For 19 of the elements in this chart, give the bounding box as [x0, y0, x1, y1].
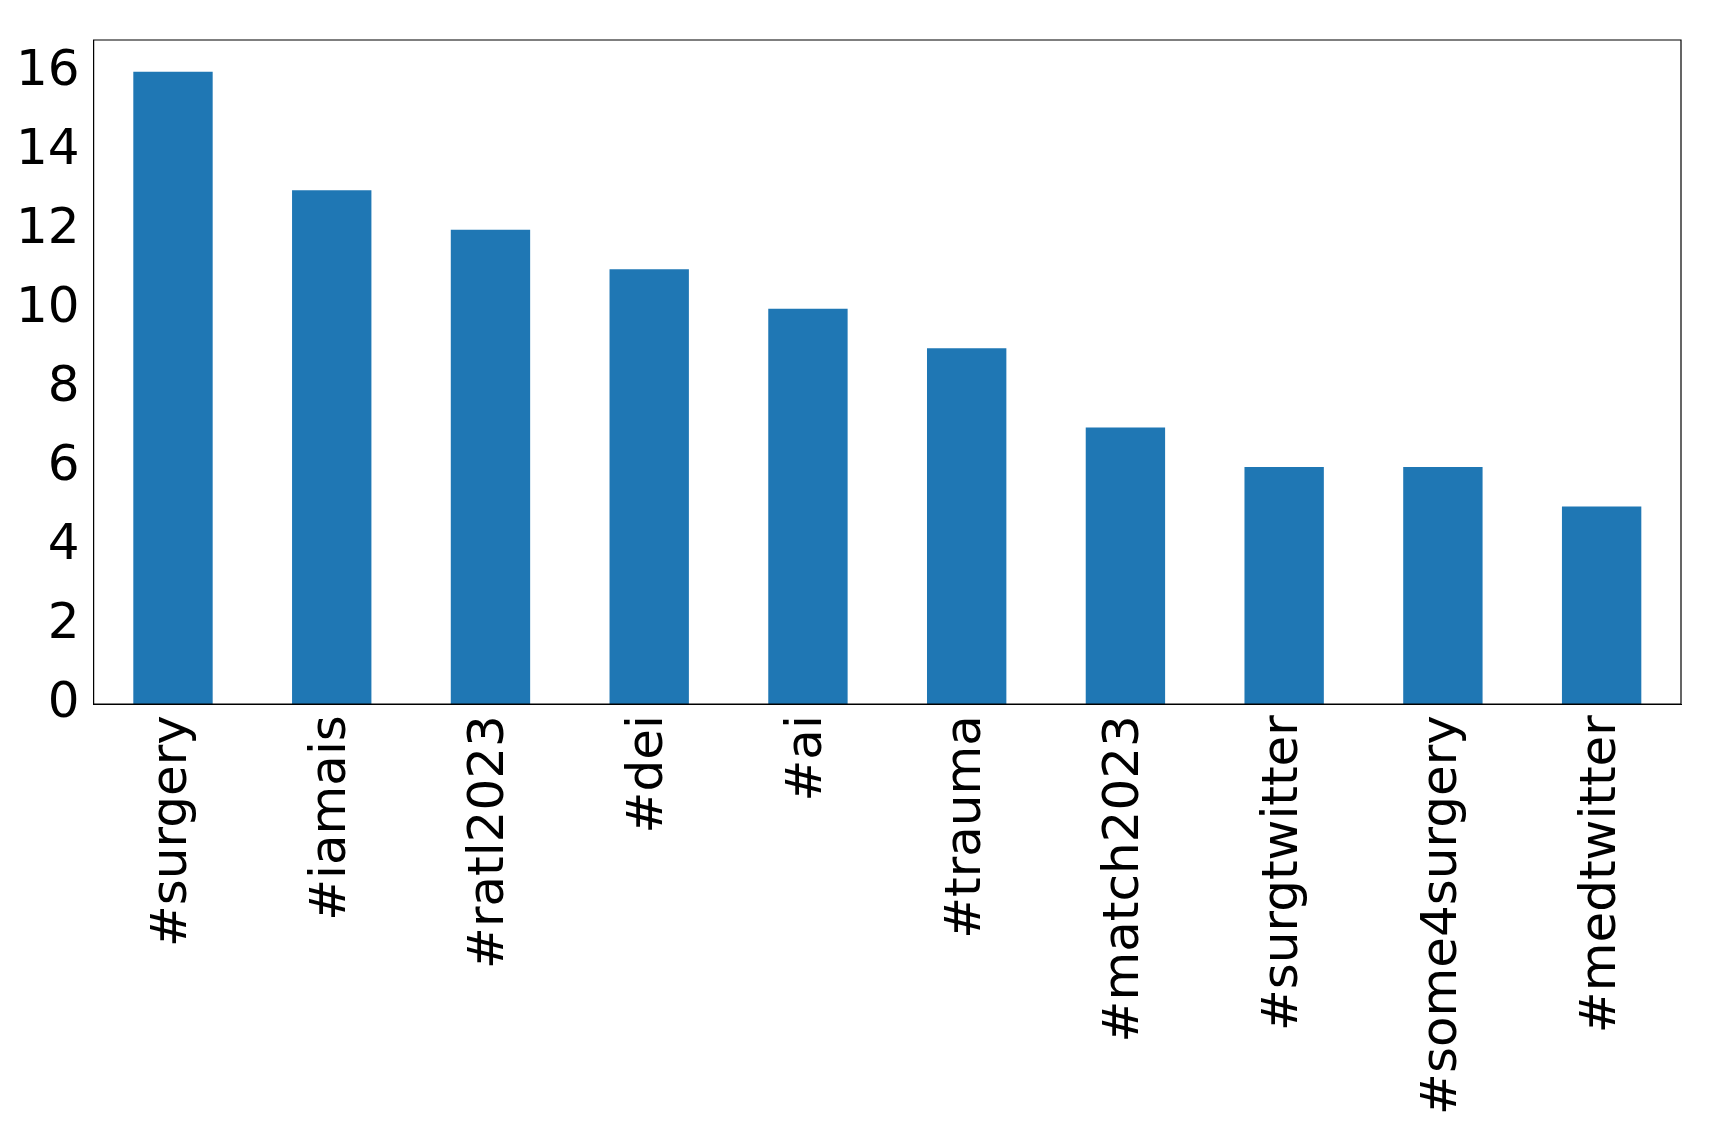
- x-tick-label: #trauma: [933, 715, 992, 939]
- y-tick-label: 12: [16, 196, 80, 255]
- y-tick-label: 10: [16, 275, 80, 334]
- y-tick-label: 8: [47, 354, 80, 413]
- x-tick-label: #ratl2023: [457, 715, 516, 969]
- y-tick-label: 16: [16, 38, 80, 97]
- x-tick-label: #medtwitter: [1568, 714, 1627, 1034]
- y-tick-label: 0: [47, 671, 80, 730]
- x-tick-label: #iamais: [298, 715, 357, 921]
- y-tick-label: 6: [47, 433, 80, 492]
- x-tick-label: #ai: [774, 715, 833, 802]
- y-tick-label: 2: [47, 592, 80, 651]
- x-tick-label: #surgtwitter: [1251, 714, 1310, 1032]
- y-tick-label: 4: [47, 512, 80, 571]
- y-tick-label: 14: [16, 117, 80, 176]
- x-tick-label: #dei: [616, 715, 675, 834]
- x-tick-label: #surgery: [139, 715, 198, 948]
- x-tick-label: #match2023: [1092, 715, 1151, 1043]
- x-tick-label: #some4surgery: [1409, 715, 1468, 1116]
